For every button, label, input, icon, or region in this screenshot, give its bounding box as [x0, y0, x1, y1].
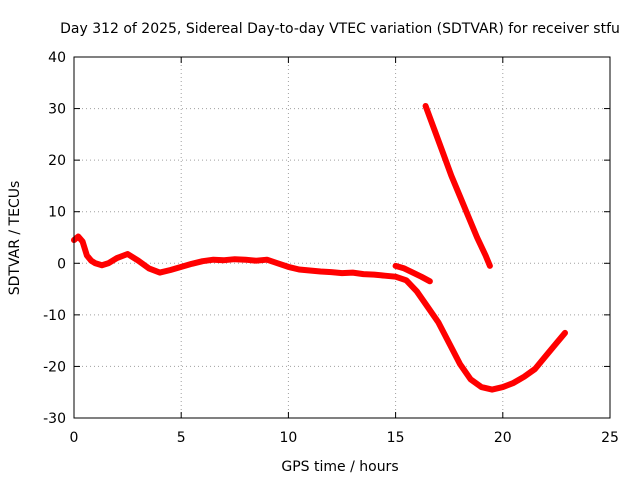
data-point	[254, 258, 259, 263]
data-point	[393, 263, 398, 269]
x-axis-label: GPS time / hours	[281, 459, 398, 475]
x-tick-label: 15	[387, 430, 405, 446]
data-point	[211, 257, 216, 262]
y-tick-label: -30	[43, 411, 66, 427]
data-point	[382, 273, 388, 278]
data-point	[136, 258, 141, 263]
data-point	[562, 330, 568, 336]
data-point	[361, 271, 366, 277]
data-point	[393, 274, 398, 279]
data-point	[427, 279, 433, 284]
data-point	[157, 270, 162, 275]
data-point	[125, 251, 130, 257]
data-point	[543, 353, 548, 359]
y-tick-label: -10	[43, 308, 66, 324]
data-point	[511, 380, 516, 386]
y-tick-label: -20	[43, 359, 66, 375]
data-point	[414, 289, 420, 294]
data-point	[522, 374, 527, 379]
data-point	[329, 269, 334, 275]
data-point	[447, 341, 452, 346]
data-point	[93, 261, 98, 266]
data-point	[243, 257, 248, 262]
y-tick-label: 40	[48, 50, 66, 66]
data-point	[372, 272, 377, 277]
x-tick-label: 20	[494, 430, 512, 446]
data-point	[275, 261, 280, 266]
data-point	[457, 361, 463, 367]
data-point	[425, 304, 430, 310]
x-tick-label: 5	[177, 430, 186, 446]
data-point	[350, 270, 355, 275]
data-point	[440, 150, 445, 155]
data-point	[449, 173, 454, 178]
data-point	[410, 270, 415, 275]
data-point	[423, 103, 428, 109]
grid-lines	[74, 57, 610, 418]
data-point	[339, 270, 345, 276]
axis-ticks	[73, 56, 611, 419]
data-point	[532, 366, 538, 372]
data-point	[474, 235, 480, 240]
data-series	[71, 103, 568, 393]
data-point	[296, 267, 302, 272]
data-point	[264, 257, 270, 262]
data-point	[483, 253, 488, 258]
data-point	[106, 261, 111, 266]
data-point	[554, 341, 559, 346]
data-point	[436, 320, 441, 325]
data-point	[179, 264, 184, 270]
data-point	[432, 127, 437, 132]
data-point	[402, 266, 407, 271]
data-point	[286, 264, 291, 270]
data-point	[84, 253, 90, 258]
data-point	[466, 214, 471, 220]
y-tick-label: 0	[57, 256, 66, 272]
data-point	[232, 257, 237, 262]
data-point	[146, 266, 152, 271]
data-point	[419, 274, 424, 279]
x-tick-label: 10	[279, 430, 297, 446]
x-tick-label: 25	[601, 430, 619, 446]
data-point	[487, 263, 493, 269]
data-point	[99, 263, 105, 268]
y-tick-label: 30	[48, 102, 66, 118]
data-point	[318, 269, 323, 274]
data-point	[189, 261, 195, 266]
data-point	[404, 278, 409, 283]
y-tick-label: 10	[48, 205, 66, 221]
data-point	[489, 387, 495, 392]
data-point	[479, 384, 484, 390]
data-point	[76, 234, 81, 239]
data-point	[468, 377, 473, 382]
plot-frame	[73, 56, 611, 419]
x-tick-label: 0	[70, 430, 79, 446]
data-point	[221, 258, 227, 263]
data-point	[307, 268, 312, 273]
data-point	[80, 239, 85, 244]
data-point	[457, 194, 463, 199]
y-axis-label: SDTVAR / TECUs	[7, 181, 23, 296]
data-point	[500, 384, 505, 390]
data-point	[89, 258, 94, 263]
data-point	[168, 267, 173, 273]
y-tick-label: 20	[48, 153, 66, 169]
data-point	[114, 255, 120, 261]
data-point	[200, 259, 205, 264]
tick-labels: 0 5 10 15 20 25 -30 -20 -10 0 10 20 30 40	[43, 50, 619, 446]
chart-title: Day 312 of 2025, Sidereal Day-to-day VTE…	[60, 21, 620, 37]
